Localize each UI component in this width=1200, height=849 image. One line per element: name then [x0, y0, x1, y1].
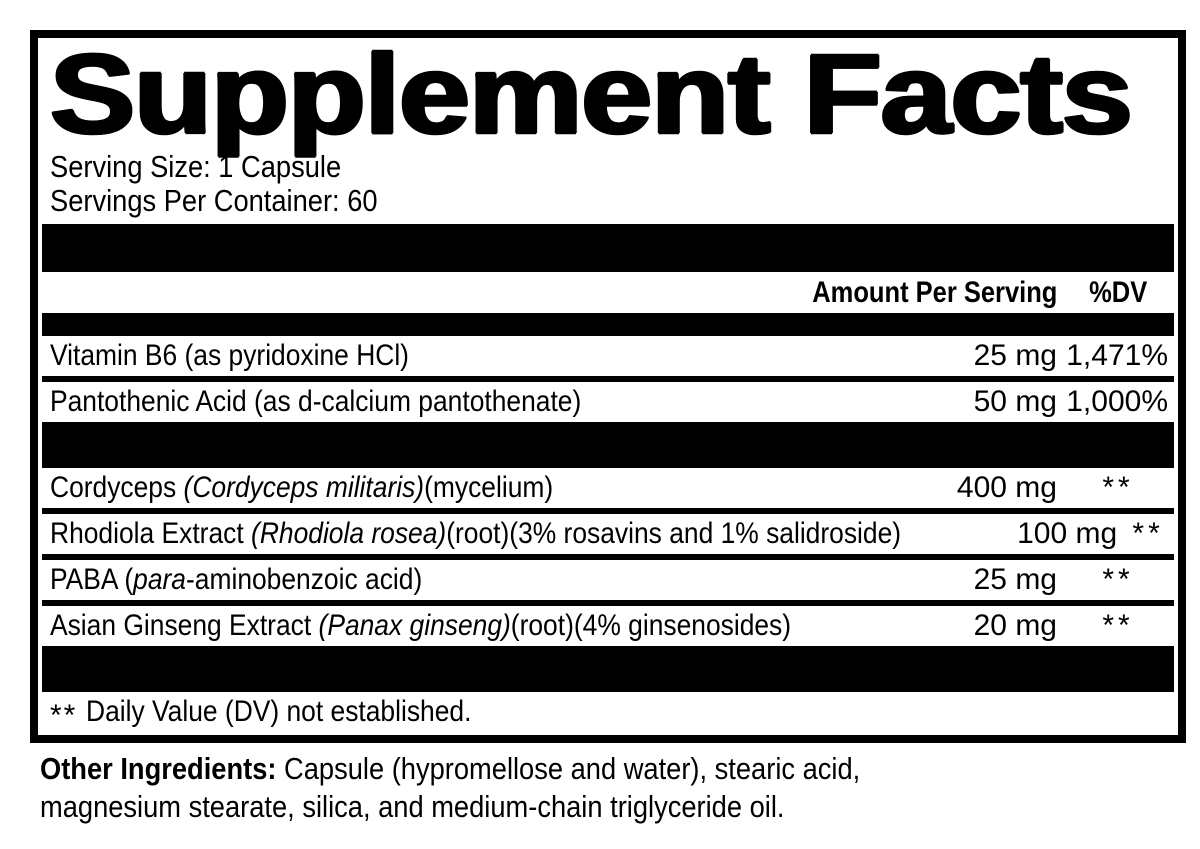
servings-per-container-text: Servings Per Container: 60: [50, 183, 378, 218]
ingredient-name-part: Rhodiola Extract: [50, 517, 252, 550]
ingredient-name-italic-part: (Rhodiola rosea): [251, 517, 447, 550]
ingredient-name: Vitamin B6 (as pyridoxine HCl): [42, 339, 942, 373]
ingredient-name: Asian Ginseng Extract (Panax ginseng)(ro…: [42, 609, 942, 643]
supplement-facts-label: Supplement Facts Serving Size: 1 Capsule…: [30, 30, 1190, 826]
other-ingredients-paragraph: Other Ingredients: Capsule (hypromellose…: [40, 750, 916, 826]
header-divider-bar: [42, 313, 1174, 336]
ingredient-name: Pantothenic Acid (as d-calcium pantothen…: [42, 385, 942, 419]
row-separator: [42, 508, 1174, 514]
top-divider-bar: [42, 224, 1174, 272]
servings-per-container: Servings Per Container: 60: [42, 183, 1174, 218]
serving-size: Serving Size: 1 Capsule: [42, 149, 1174, 184]
ingredient-name-part: Asian Ginseng Extract: [50, 609, 319, 642]
dv-not-established: **: [1102, 563, 1134, 596]
footnote-asterisks: **: [50, 698, 78, 732]
dv-value: 1,471%: [1066, 339, 1168, 372]
amount-per-serving-header: Amount Per Serving: [811, 275, 1057, 309]
ingredient-name-italic-part: (Panax ginseng): [318, 609, 511, 642]
ingredient-name-part: (root)(4% ginsenosides): [510, 609, 792, 642]
table-row: PABA (para-aminobenzoic acid) 25 mg **: [42, 560, 1174, 600]
ingredient-name-part: PABA (: [50, 563, 134, 596]
amount-value: 25 mg: [973, 563, 1057, 596]
row-separator: [42, 600, 1174, 606]
dv-not-established: **: [1102, 471, 1134, 504]
ingredient-name-part: Pantothenic Acid (as d-calcium pantothen…: [50, 385, 582, 418]
other-ingredients-text: Capsule (hypromellose and water), steari…: [40, 751, 861, 824]
ingredient-name-part: (mycelium): [424, 471, 554, 504]
serving-size-text: Serving Size: 1 Capsule: [50, 149, 342, 184]
dv-not-established: **: [1132, 517, 1164, 550]
ingredient-name: Rhodiola Extract (Rhodiola rosea)(root)(…: [42, 517, 1017, 551]
ingredient-name-italic-part: (Cordyceps militaris): [183, 471, 425, 504]
footnote-divider-bar: [42, 646, 1174, 692]
facts-box: Supplement Facts Serving Size: 1 Capsule…: [30, 30, 1186, 743]
other-ingredients-label: Other Ingredients:: [40, 751, 277, 786]
vitamins-rows-group: Vitamin B6 (as pyridoxine HCl) 25 mg 1,471…: [42, 336, 1174, 422]
other-ingredients: Other Ingredients: Capsule (hypromellose…: [30, 750, 1190, 826]
ingredient-name: Cordyceps (Cordyceps militaris)(mycelium…: [42, 471, 942, 505]
label-title-text: Supplement Facts: [49, 31, 1135, 157]
footnote-text: Daily Value (DV) not established.: [86, 694, 472, 728]
table-row: Rhodiola Extract (Rhodiola rosea)(root)(…: [42, 514, 1174, 554]
ingredient-name-part: Cordyceps: [50, 471, 184, 504]
table-row: Asian Ginseng Extract (Panax ginseng)(ro…: [42, 606, 1174, 646]
dv-not-established: **: [1102, 609, 1134, 642]
ingredient-name-part: -aminobenzoic acid): [185, 563, 423, 596]
dv-header: %DV: [1088, 275, 1148, 309]
ingredient-name-part: Vitamin B6 (as pyridoxine HCl): [50, 339, 409, 372]
table-row: Cordyceps (Cordyceps militaris)(mycelium…: [42, 468, 1174, 508]
ingredient-name-italic-part: para: [133, 563, 186, 596]
ingredient-name-part: (root)(3% rosavins and 1% salidroside): [446, 517, 902, 550]
table-row: Vitamin B6 (as pyridoxine HCl) 25 mg 1,471…: [42, 336, 1174, 376]
botanicals-rows-group: Cordyceps (Cordyceps militaris)(mycelium…: [42, 468, 1174, 646]
label-title: Supplement Facts: [42, 31, 1174, 157]
amount-value: 20 mg: [973, 609, 1057, 642]
row-separator: [42, 554, 1174, 560]
amount-value: 400 mg: [956, 471, 1057, 504]
table-row: Pantothenic Acid (as d-calcium pantothen…: [42, 382, 1174, 422]
row-separator: [42, 376, 1174, 382]
column-headers: Amount Per Serving %DV: [42, 272, 1174, 313]
dv-footnote: ** Daily Value (DV) not established.: [42, 692, 1174, 732]
dv-value: 1,000%: [1066, 385, 1168, 418]
amount-value: 25 mg: [973, 339, 1057, 372]
ingredient-name: PABA (para-aminobenzoic acid): [42, 563, 942, 597]
botanicals-divider-bar: [42, 422, 1174, 468]
amount-value: 100 mg: [1017, 517, 1118, 550]
amount-value: 50 mg: [973, 385, 1057, 418]
